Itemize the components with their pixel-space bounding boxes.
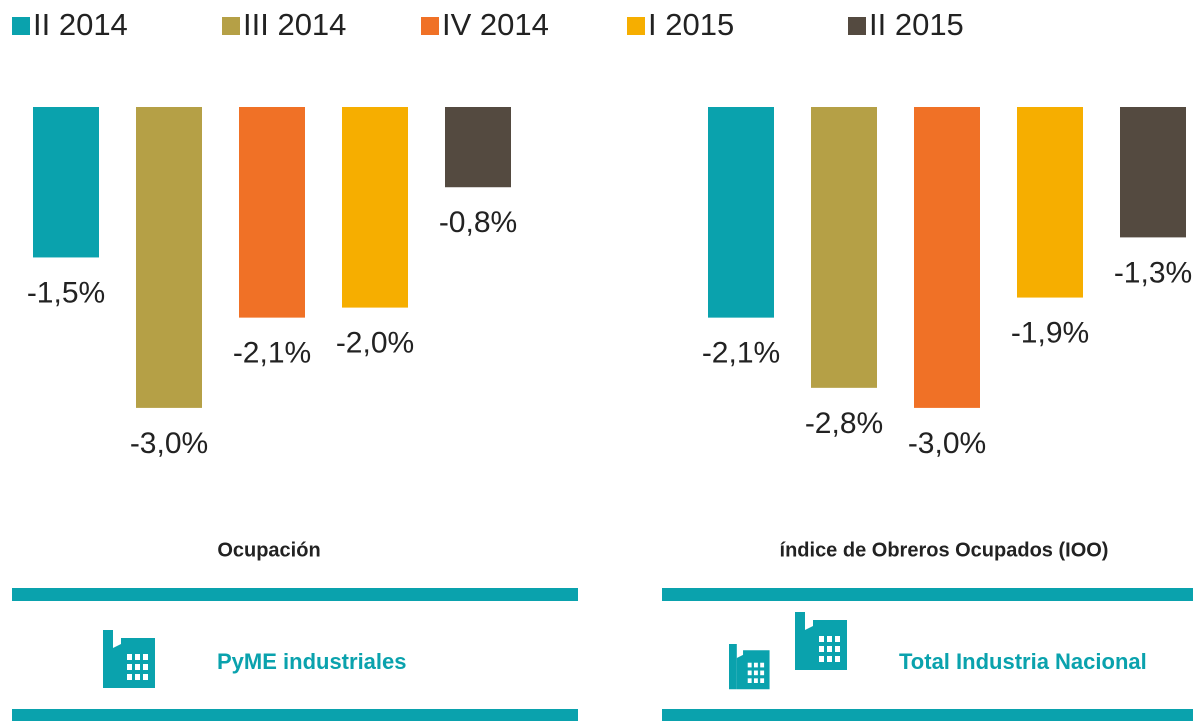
legend-swatch	[627, 17, 645, 35]
divider	[12, 709, 578, 721]
group-label: PyME industriales	[217, 649, 407, 674]
factory-icon	[795, 612, 847, 670]
bar	[1120, 107, 1186, 238]
group-label: Total Industria Nacional	[899, 649, 1147, 674]
value-label: -3,0%	[908, 427, 986, 460]
value-label: -2,8%	[805, 407, 883, 440]
bar	[1017, 107, 1083, 298]
legend-swatch	[848, 17, 866, 35]
value-label: -1,3%	[1114, 256, 1192, 289]
legend-label: II 2015	[869, 7, 964, 42]
value-label: -2,1%	[233, 337, 311, 370]
bar	[445, 107, 511, 188]
bar	[136, 107, 202, 408]
value-label: -2,1%	[702, 337, 780, 370]
factory-icon	[729, 644, 770, 690]
bar	[342, 107, 408, 308]
legend-label: IV 2014	[442, 7, 549, 42]
value-label: -3,0%	[130, 427, 208, 460]
bar	[914, 107, 980, 408]
legend-swatch	[12, 17, 30, 35]
factory-icon	[103, 630, 155, 688]
value-label: -0,8%	[439, 206, 517, 239]
legend-label: II 2014	[33, 7, 128, 42]
divider	[12, 588, 578, 601]
bar	[708, 107, 774, 318]
legend-swatch	[421, 17, 439, 35]
value-label: -2,0%	[336, 327, 414, 360]
divider	[662, 709, 1193, 721]
divider	[662, 588, 1193, 601]
bar	[33, 107, 99, 258]
legend-swatch	[222, 17, 240, 35]
legend-label: III 2014	[243, 7, 346, 42]
bar	[811, 107, 877, 388]
value-label: -1,9%	[1011, 316, 1089, 349]
value-label: -1,5%	[27, 276, 105, 309]
bar	[239, 107, 305, 318]
category-label: índice de Obreros Ocupados (IOO)	[780, 539, 1109, 561]
legend-label: I 2015	[648, 7, 734, 42]
category-label: Ocupación	[217, 539, 320, 561]
